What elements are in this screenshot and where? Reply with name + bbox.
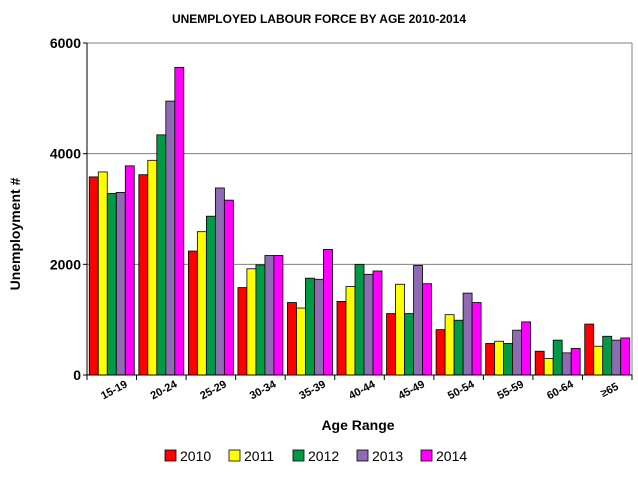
bar-2013-45-49 (413, 265, 423, 376)
legend-label-2014: 2014 (436, 448, 467, 464)
bar-2013-15-19 (115, 191, 126, 376)
bar-2012-15-19 (106, 193, 117, 376)
bar-2014-50-54 (471, 302, 482, 376)
y-tick-label: 0 (73, 367, 81, 383)
x-tick-label: 25-29 (198, 378, 228, 402)
bar-2011-35-39 (296, 307, 306, 376)
y-tick-label: 2000 (50, 256, 81, 272)
bar-2011-15-19 (97, 171, 108, 376)
bars (88, 66, 631, 376)
bar-2012-60-64 (552, 339, 563, 376)
x-tick-label: ≥65 (599, 381, 621, 400)
bar-2010-35-39 (287, 302, 297, 376)
legend-swatch-2012 (292, 449, 305, 462)
bar-2010-30-34 (237, 287, 248, 376)
bar-2013-55-59 (512, 329, 523, 376)
legend-label-2013: 2013 (372, 448, 403, 464)
bar-2011-45-49 (395, 283, 405, 376)
bar-2013-50-54 (462, 292, 473, 376)
legend-label-2012: 2012 (308, 448, 339, 464)
bar-2014-≥65 (620, 337, 631, 376)
bar-2010-55-59 (485, 343, 496, 376)
bar-2011-20-24 (147, 159, 158, 376)
bar-2014-35-39 (323, 248, 333, 376)
x-tick-labels: 15-19 20-24 25-29 30-34 35-39 40-44 45-49 50-54… (99, 378, 621, 402)
legend-swatch-2010 (164, 449, 177, 462)
bar-2012-25-29 (205, 215, 216, 376)
bar-2013-40-44 (363, 273, 374, 376)
bar-2010-40-44 (336, 301, 347, 376)
x-tick-label: 60-64 (545, 378, 576, 402)
x-tick-label: 50-54 (446, 378, 477, 402)
x-tick-label: 40-44 (347, 378, 378, 402)
x-tick-label: 20-24 (149, 378, 180, 402)
bar-2014-55-59 (521, 321, 532, 376)
bar-2013-25-29 (214, 187, 225, 376)
bar-2014-60-64 (570, 348, 581, 376)
bar-2012-50-54 (453, 319, 464, 376)
y-tick-label: 6000 (50, 35, 81, 51)
legend-swatch-2013 (356, 449, 369, 462)
bar-2011-30-34 (246, 268, 257, 376)
bar-2012-30-34 (255, 264, 266, 376)
x-tick-label: 55-59 (495, 378, 525, 402)
bar-2010-60-64 (534, 350, 545, 376)
bar-2013-35-39 (314, 278, 324, 376)
x-axis-title: Age Range (321, 417, 394, 433)
legend-label-2010: 2010 (180, 448, 211, 464)
bar-2011-55-59 (494, 340, 505, 376)
bar-2013-20-24 (165, 100, 176, 376)
legend-swatch-2014 (420, 449, 433, 462)
x-tick-label: 45-49 (396, 378, 426, 402)
bar-2012-45-49 (404, 313, 414, 376)
bar-2011-60-64 (543, 357, 554, 376)
x-tick-label: 35-39 (297, 378, 327, 402)
y-tick-label: 4000 (50, 146, 81, 162)
bar-2010-50-54 (435, 329, 446, 376)
bar-2014-30-34 (273, 255, 284, 376)
bar-2011-≥65 (593, 345, 604, 376)
bar-2014-20-24 (174, 66, 185, 376)
x-tick-label: 15-19 (99, 378, 129, 402)
legend: 2010 2011 2012 2013 2014 (164, 448, 467, 464)
y-tick-labels: 0 2000 4000 6000 (50, 35, 81, 383)
bar-2013-≥65 (611, 339, 622, 376)
bar-2010-15-19 (88, 176, 99, 376)
bar-2012-20-24 (156, 134, 167, 376)
bar-2012-40-44 (354, 263, 365, 376)
bar-2014-45-49 (422, 283, 432, 376)
bar-2014-15-19 (124, 165, 135, 376)
bar-2014-25-29 (223, 199, 234, 376)
bar-2012-35-39 (305, 277, 315, 376)
bar-2010-45-49 (386, 313, 396, 376)
bar-2013-30-34 (264, 255, 275, 376)
bar-2011-40-44 (345, 286, 356, 376)
y-axis-title: Unemployment # (7, 177, 23, 290)
bar-2010-20-24 (138, 174, 149, 376)
bar-2012-55-59 (503, 343, 514, 376)
x-tick-label: 30-34 (248, 378, 279, 402)
chart-title: UNEMPLOYED LABOUR FORCE BY AGE 2010-2014 (172, 12, 466, 26)
bar-2014-40-44 (372, 270, 383, 376)
bar-2010-25-29 (187, 250, 198, 376)
bar-2012-≥65 (602, 335, 613, 376)
legend-label-2011: 2011 (244, 448, 274, 464)
axes (83, 42, 633, 380)
bar-2013-60-64 (561, 352, 572, 376)
bar-2011-25-29 (196, 231, 207, 376)
legend-swatch-2011 (228, 449, 241, 462)
bar-2011-50-54 (444, 314, 455, 376)
bar-2010-≥65 (584, 323, 595, 376)
